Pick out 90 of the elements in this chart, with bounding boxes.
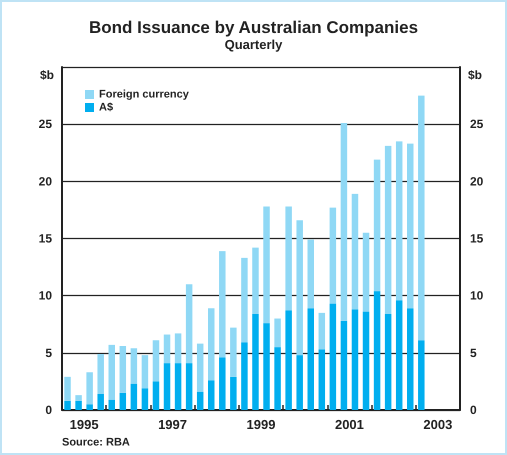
x-tick-label: 1999	[246, 417, 276, 432]
bar	[263, 206, 270, 324]
bar	[274, 347, 281, 410]
y-tick-label: 10	[38, 288, 52, 303]
bar	[174, 333, 182, 364]
bar	[64, 400, 71, 410]
bar	[418, 96, 425, 340]
bar	[120, 392, 126, 410]
y2-tick-label: 15	[470, 232, 484, 246]
x-tick-label: 2001	[334, 417, 364, 432]
legend-label: A$	[99, 102, 114, 114]
bar	[108, 400, 115, 410]
bar	[362, 232, 370, 312]
bar	[108, 344, 115, 400]
bar	[396, 141, 402, 300]
bar	[296, 220, 303, 356]
bar	[219, 357, 226, 410]
bar	[308, 240, 314, 308]
bar	[120, 346, 126, 393]
bar	[330, 304, 336, 410]
bar	[208, 308, 214, 380]
y2-tick-label: 0	[470, 403, 477, 417]
x-tick-label: 1997	[158, 417, 187, 432]
bar	[296, 355, 303, 410]
bar	[318, 312, 326, 350]
bar	[186, 284, 192, 364]
bar	[285, 310, 292, 410]
bar	[97, 394, 104, 410]
y-axis-title: $b	[40, 68, 54, 82]
y2-tick-label: 20	[470, 174, 484, 188]
chart-subtitle: Quarterly	[224, 37, 284, 52]
bar	[86, 372, 93, 404]
bar	[164, 334, 170, 364]
bar	[75, 400, 82, 410]
bar	[186, 363, 192, 410]
bar	[130, 384, 138, 410]
bar	[407, 308, 414, 410]
y2-tick-label: 10	[470, 288, 484, 303]
bar	[252, 248, 259, 314]
bar	[384, 314, 392, 410]
bar	[285, 206, 292, 311]
bar	[263, 323, 270, 410]
bar	[374, 291, 380, 410]
bar	[241, 258, 248, 343]
bar	[252, 314, 259, 410]
y-tick-label: 20	[38, 174, 52, 188]
bar	[308, 308, 314, 410]
bar	[352, 194, 358, 310]
bar	[196, 392, 204, 410]
bar	[86, 404, 93, 410]
bar	[208, 380, 214, 410]
bar	[97, 354, 104, 394]
y2-tick-label: 5	[470, 346, 477, 360]
bar	[152, 381, 160, 410]
bar	[274, 318, 281, 348]
bar	[230, 376, 237, 410]
bar	[174, 363, 182, 410]
bar	[142, 355, 148, 388]
bar	[196, 344, 204, 392]
legend-label: Foreign currency	[99, 88, 190, 100]
bar	[164, 363, 170, 410]
bar	[75, 395, 82, 401]
y-tick-label: 25	[38, 117, 52, 132]
bar	[219, 251, 226, 358]
bar	[152, 340, 160, 382]
bar	[340, 320, 348, 410]
bar	[384, 146, 392, 314]
bar	[318, 349, 326, 410]
x-tick-label: 2003	[423, 417, 452, 432]
y-tick-label: 15	[38, 232, 52, 246]
chart-title: Bond Issuance by Australian Companies	[88, 18, 418, 37]
bar	[130, 348, 138, 384]
bar	[362, 312, 370, 410]
bar	[142, 388, 148, 410]
bar	[352, 309, 358, 410]
y2-tick-label: 25	[470, 117, 484, 132]
bar	[374, 160, 380, 292]
bar	[330, 208, 336, 304]
x-tick-label: 1995	[70, 417, 99, 432]
y2-axis-title: $b	[468, 68, 482, 82]
bar	[407, 144, 414, 308]
bar	[241, 342, 248, 410]
bar	[64, 376, 71, 401]
source-note: Source: RBA	[62, 436, 130, 448]
y-tick-label: 5	[45, 346, 52, 360]
y-tick-label: 0	[45, 403, 52, 417]
bar	[230, 328, 237, 377]
bar	[340, 123, 348, 321]
bar	[396, 300, 402, 410]
bar	[418, 340, 425, 410]
